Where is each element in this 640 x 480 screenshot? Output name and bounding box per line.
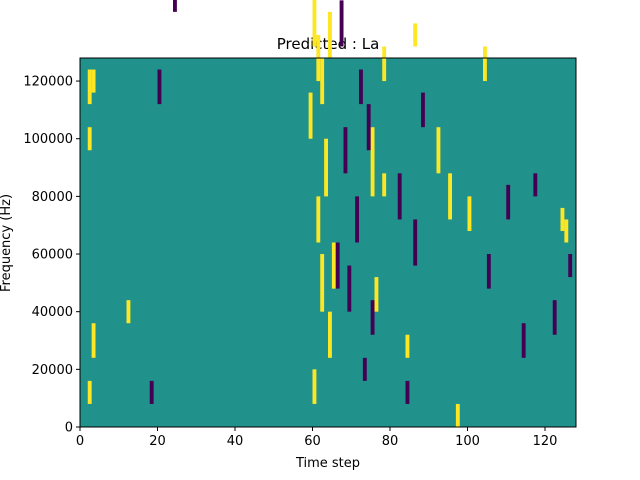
x-tick-label: 0 (76, 434, 84, 449)
y-tick-label: 60000 (32, 248, 73, 263)
low-value-cell (370, 300, 375, 335)
low-value-cell (366, 104, 371, 151)
low-value-cell (335, 242, 340, 289)
high-value-cell (312, 0, 317, 47)
high-value-cell (564, 219, 569, 243)
x-tick-label: 60 (304, 434, 321, 449)
high-value-cell (328, 11, 332, 59)
low-value-cell (413, 219, 418, 266)
low-value-cell (362, 357, 367, 381)
x-tick-label: 80 (382, 434, 399, 449)
high-value-cell (413, 23, 418, 47)
low-value-cell (397, 173, 402, 220)
low-value-cell (552, 300, 557, 335)
high-value-cell (331, 242, 336, 289)
low-value-cell (355, 196, 360, 243)
low-value-cell (521, 323, 526, 358)
high-value-cell (328, 311, 332, 358)
high-value-cell (312, 369, 317, 404)
high-value-cell (91, 323, 96, 358)
x-tick-label: 120 (533, 434, 558, 449)
high-value-cell (91, 69, 96, 93)
x-axis: 0 20 40 60 80 100 120 (76, 427, 558, 449)
high-value-cell (467, 196, 472, 231)
y-tick-label: 100000 (23, 132, 73, 147)
low-value-cell (506, 184, 511, 220)
x-tick-label: 40 (227, 434, 244, 449)
low-value-cell (568, 254, 573, 278)
x-tick-label: 20 (149, 434, 166, 449)
high-value-cell (455, 403, 460, 427)
low-value-cell (486, 254, 491, 289)
high-value-cell (324, 138, 329, 197)
high-value-cell (126, 300, 131, 324)
high-value-cell (483, 46, 487, 82)
high-value-cell (320, 254, 325, 312)
high-value-cell (87, 69, 92, 105)
low-value-cell (173, 0, 177, 12)
high-value-cell (87, 127, 92, 151)
low-value-cell (421, 92, 425, 128)
low-value-cell (343, 127, 348, 174)
y-tick-label: 120000 (23, 75, 73, 90)
high-value-cell (374, 277, 379, 312)
high-value-cell (320, 58, 325, 105)
high-value-cell (382, 173, 387, 197)
low-value-cell (157, 69, 162, 105)
low-value-cell (149, 380, 154, 404)
heatmap-background (80, 58, 576, 427)
plot-area (79, 0, 577, 428)
high-value-cell (87, 380, 92, 404)
low-value-cell (347, 265, 352, 312)
y-tick-label: 80000 (32, 190, 73, 205)
high-value-cell (405, 334, 410, 358)
x-axis-title: Time step (295, 456, 360, 471)
high-value-cell (382, 46, 387, 82)
high-value-cell (370, 127, 375, 197)
heatmap-cells (87, 0, 573, 427)
high-value-cell (316, 196, 321, 243)
high-value-cell (560, 207, 565, 231)
x-tick-label: 100 (455, 434, 480, 449)
high-value-cell (436, 127, 441, 174)
y-tick-label: 20000 (32, 363, 73, 378)
y-tick-label: 40000 (32, 305, 73, 320)
low-value-cell (533, 173, 538, 197)
low-value-cell (359, 69, 363, 105)
high-value-cell (308, 92, 313, 139)
low-value-cell (339, 0, 344, 47)
high-value-cell (448, 173, 453, 220)
y-tick-label: 0 (65, 421, 73, 436)
low-value-cell (405, 380, 410, 404)
y-axis: 0 20000 40000 60000 80000 100000 120000 (23, 75, 80, 436)
y-axis-title: Frequency (Hz) (0, 194, 14, 292)
plot-frame (79, 57, 577, 428)
